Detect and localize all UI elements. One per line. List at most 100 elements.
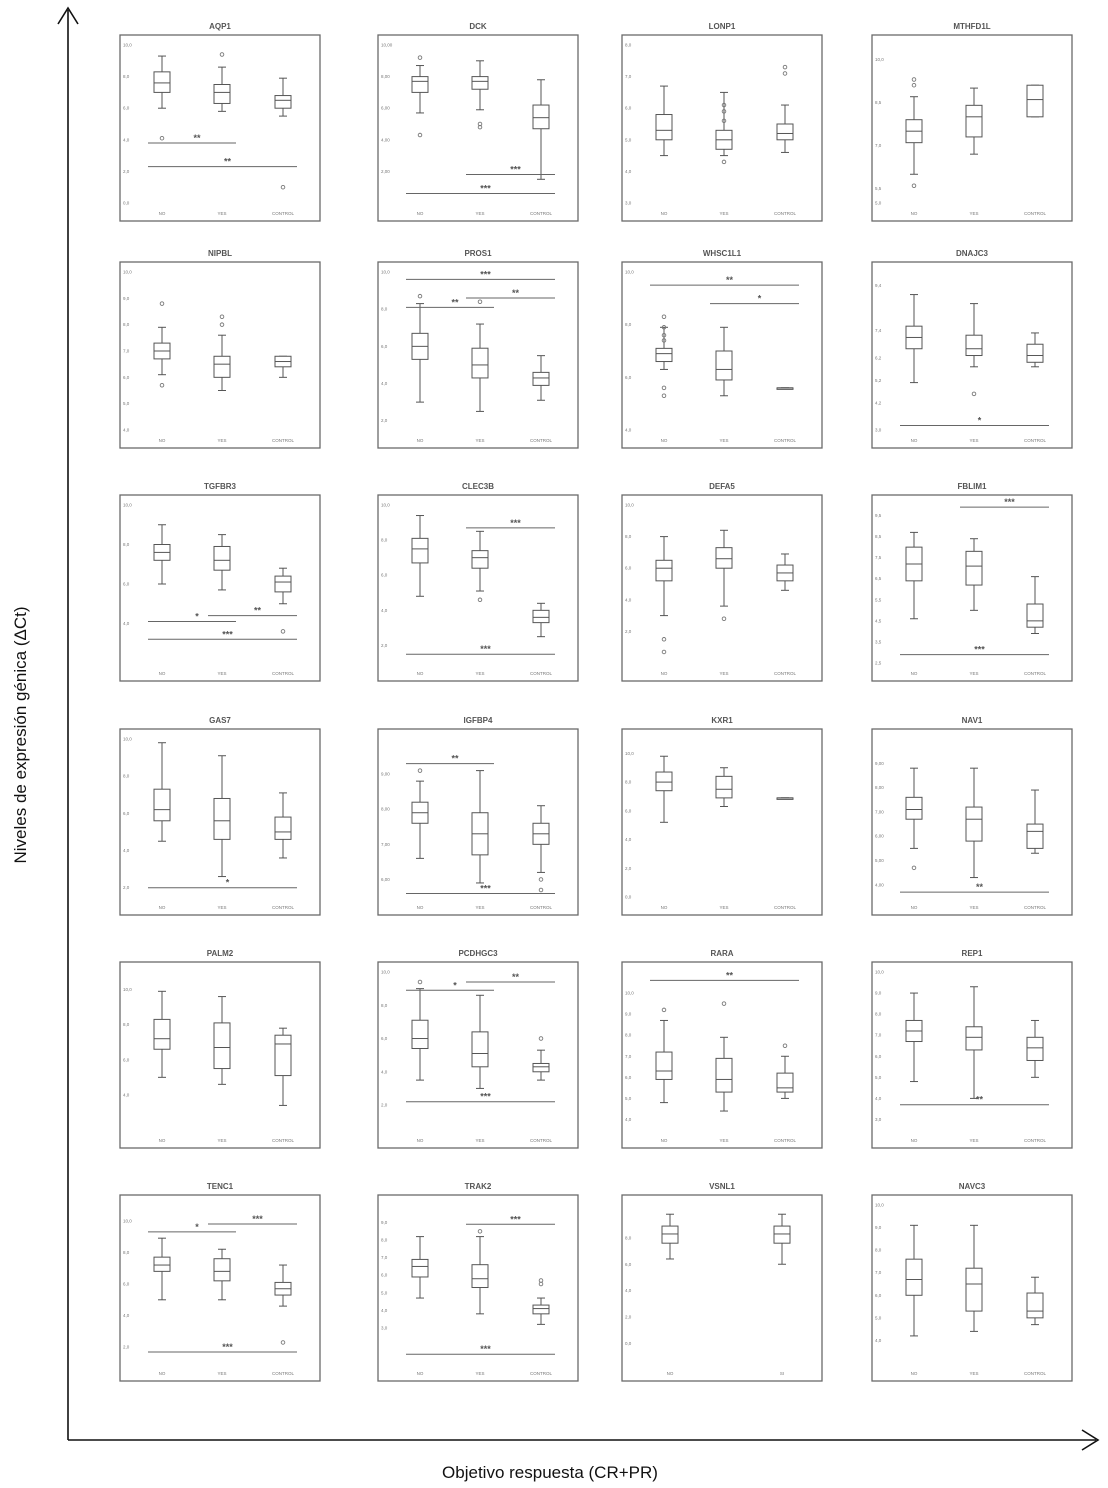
- panel-dck: DCK 10,00 8,00 6,00 4,00 2,00 NO YES CONTROL *** *…: [377, 22, 579, 222]
- iqr-box: [274, 816, 292, 840]
- x-category-label: NO: [911, 671, 918, 676]
- y-tick-label: 6,0: [123, 1057, 130, 1062]
- box-no: [661, 1213, 679, 1260]
- x-category-label: CONTROL: [1024, 905, 1046, 910]
- box-yes: [213, 534, 231, 591]
- box-no: [655, 536, 673, 655]
- outlier-point: [219, 314, 225, 320]
- y-tick-label: 7,0: [875, 1270, 882, 1275]
- x-category-label: YES: [475, 438, 484, 443]
- y-tick-label: 8,00: [875, 785, 884, 790]
- panel-defa5: DEFA5 10,0 8,0 6,0 4,0 2,0 NO YES CONTROL: [621, 482, 823, 682]
- x-category-label: YES: [217, 1138, 226, 1143]
- y-tick-label: 6,0: [875, 1054, 882, 1059]
- iqr-box: [1026, 1292, 1044, 1319]
- y-tick-label: 10,0: [381, 503, 390, 508]
- figure-axes: Niveles de expresión génica (ΔCt) Objeti…: [11, 6, 1100, 1482]
- y-tick-label: 0,0: [625, 895, 632, 900]
- panel-title: TGFBR3: [204, 482, 237, 491]
- significance-label: *: [978, 415, 982, 425]
- x-category-label: NO: [159, 1138, 166, 1143]
- significance-label: ***: [1004, 497, 1015, 507]
- y-tick-label: 4,0: [123, 137, 130, 142]
- x-category-label: CONTROL: [530, 671, 552, 676]
- outlier-point: [721, 109, 727, 114]
- y-tick-label: 8,0: [625, 780, 632, 785]
- outlier-point: [661, 1007, 667, 1013]
- significance-label: ***: [974, 645, 985, 655]
- y-tick-label: 5,2: [875, 378, 882, 383]
- y-tick-label: 5,0: [381, 1290, 388, 1295]
- significance-label: *: [195, 1222, 199, 1232]
- outlier-point: [417, 768, 423, 773]
- outlier-point: [661, 385, 667, 391]
- x-category-label: YES: [475, 1138, 484, 1143]
- panel-clec3b: CLEC3B 10,0 8,0 6,0 4,0 2,0 NO YES CONTROL *** ***: [377, 482, 579, 682]
- x-category-label: YES: [969, 905, 978, 910]
- panel-navc3: NAVC3 10,0 9,0 8,0 7,0 6,0 5,0 4,0 NO YES CONTROL: [871, 1182, 1073, 1382]
- y-tick-label: 6,0: [123, 811, 130, 816]
- y-tick-label: 5,0: [625, 1096, 632, 1101]
- panel-frame: [621, 1194, 823, 1382]
- x-category-label: NO: [159, 438, 166, 443]
- significance-label: **: [193, 133, 201, 143]
- panel-mthfd1l: MTHFD1L 10,0 8,5 7,0 5,5 5,0 NO YES CONTROL: [871, 22, 1073, 222]
- box-control: [532, 1278, 550, 1325]
- outlier-point: [159, 382, 165, 388]
- box-control: [1026, 1276, 1044, 1326]
- iqr-box: [1026, 823, 1044, 849]
- iqr-box: [471, 76, 489, 90]
- y-tick-label: 7,00: [381, 842, 390, 847]
- y-tick-label: 8,0: [381, 307, 388, 312]
- box-yes: [715, 767, 733, 808]
- iqr-box: [274, 1034, 292, 1077]
- x-category-label: CONTROL: [272, 1371, 294, 1376]
- box-yes: [965, 87, 983, 155]
- outlier-point: [911, 865, 917, 871]
- panel-title: PCDHGC3: [458, 949, 498, 958]
- box-control: [532, 355, 550, 401]
- significance-label: ***: [480, 1344, 491, 1354]
- iqr-box: [715, 350, 733, 381]
- y-tick-label: 6,0: [123, 582, 130, 587]
- x-category-label: CONTROL: [774, 1138, 796, 1143]
- box-no: [411, 1236, 429, 1299]
- box-no: [655, 755, 673, 823]
- y-tick-label: 6,0: [625, 375, 632, 380]
- iqr-box: [655, 114, 673, 141]
- panel-frame: [377, 494, 579, 682]
- significance-label: *: [453, 980, 457, 990]
- box-control: [274, 792, 292, 859]
- outlier-point: [417, 293, 423, 299]
- y-tick-label: 6,0: [381, 1273, 388, 1278]
- significance-label: **: [512, 288, 520, 298]
- outlier-point: [661, 637, 667, 642]
- y-tick-label: 6,00: [875, 834, 884, 839]
- box-control: [1026, 789, 1044, 854]
- x-category-label: YES: [969, 438, 978, 443]
- y-tick-label: 3,0: [875, 428, 882, 433]
- iqr-box: [905, 796, 923, 820]
- panel-title: WHSC1L1: [703, 249, 742, 258]
- iqr-box: [655, 1051, 673, 1080]
- y-tick-label: 6,0: [123, 375, 130, 380]
- x-category-label: YES: [217, 905, 226, 910]
- y-tick-label: 4,0: [625, 1288, 632, 1293]
- panel-aqp1: AQP1 10,0 8,0 6,0 4,0 2,0 0,0 NO YES CONTROL ** **: [119, 22, 321, 222]
- box-no: [153, 301, 171, 388]
- outlier-point: [280, 629, 286, 634]
- y-tick-label: 6,00: [381, 877, 390, 882]
- x-axis-label: Objetivo respuesta (CR+PR): [442, 1463, 658, 1482]
- y-tick-label: 9,5: [875, 513, 882, 518]
- x-category-label: CONTROL: [774, 438, 796, 443]
- y-tick-label: 2,0: [625, 629, 632, 634]
- x-category-label: NO: [661, 905, 668, 910]
- y-tick-label: 4,5: [875, 618, 882, 623]
- significance-label: ***: [480, 883, 491, 893]
- significance-label: ***: [480, 1092, 491, 1102]
- outlier-point: [721, 1001, 727, 1006]
- y-tick-label: 6,0: [625, 1075, 632, 1080]
- significance-label: **: [451, 754, 459, 764]
